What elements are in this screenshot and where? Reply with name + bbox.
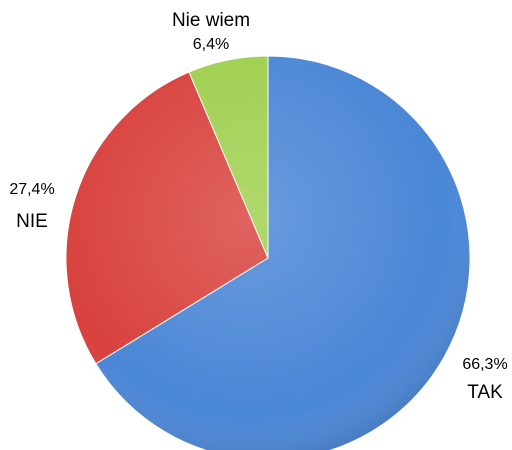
category-label: Nie wiem: [172, 10, 250, 31]
pie: [65, 55, 471, 450]
category-label: NIE: [16, 211, 48, 232]
data-label: 27,4%: [9, 181, 54, 198]
data-label: 6,4%: [193, 36, 229, 53]
data-label: 66,3%: [462, 356, 507, 373]
labels: 66,3% TAK 27,4% NIE 6,4% Nie wiem: [9, 10, 507, 403]
category-label: TAK: [467, 382, 503, 403]
